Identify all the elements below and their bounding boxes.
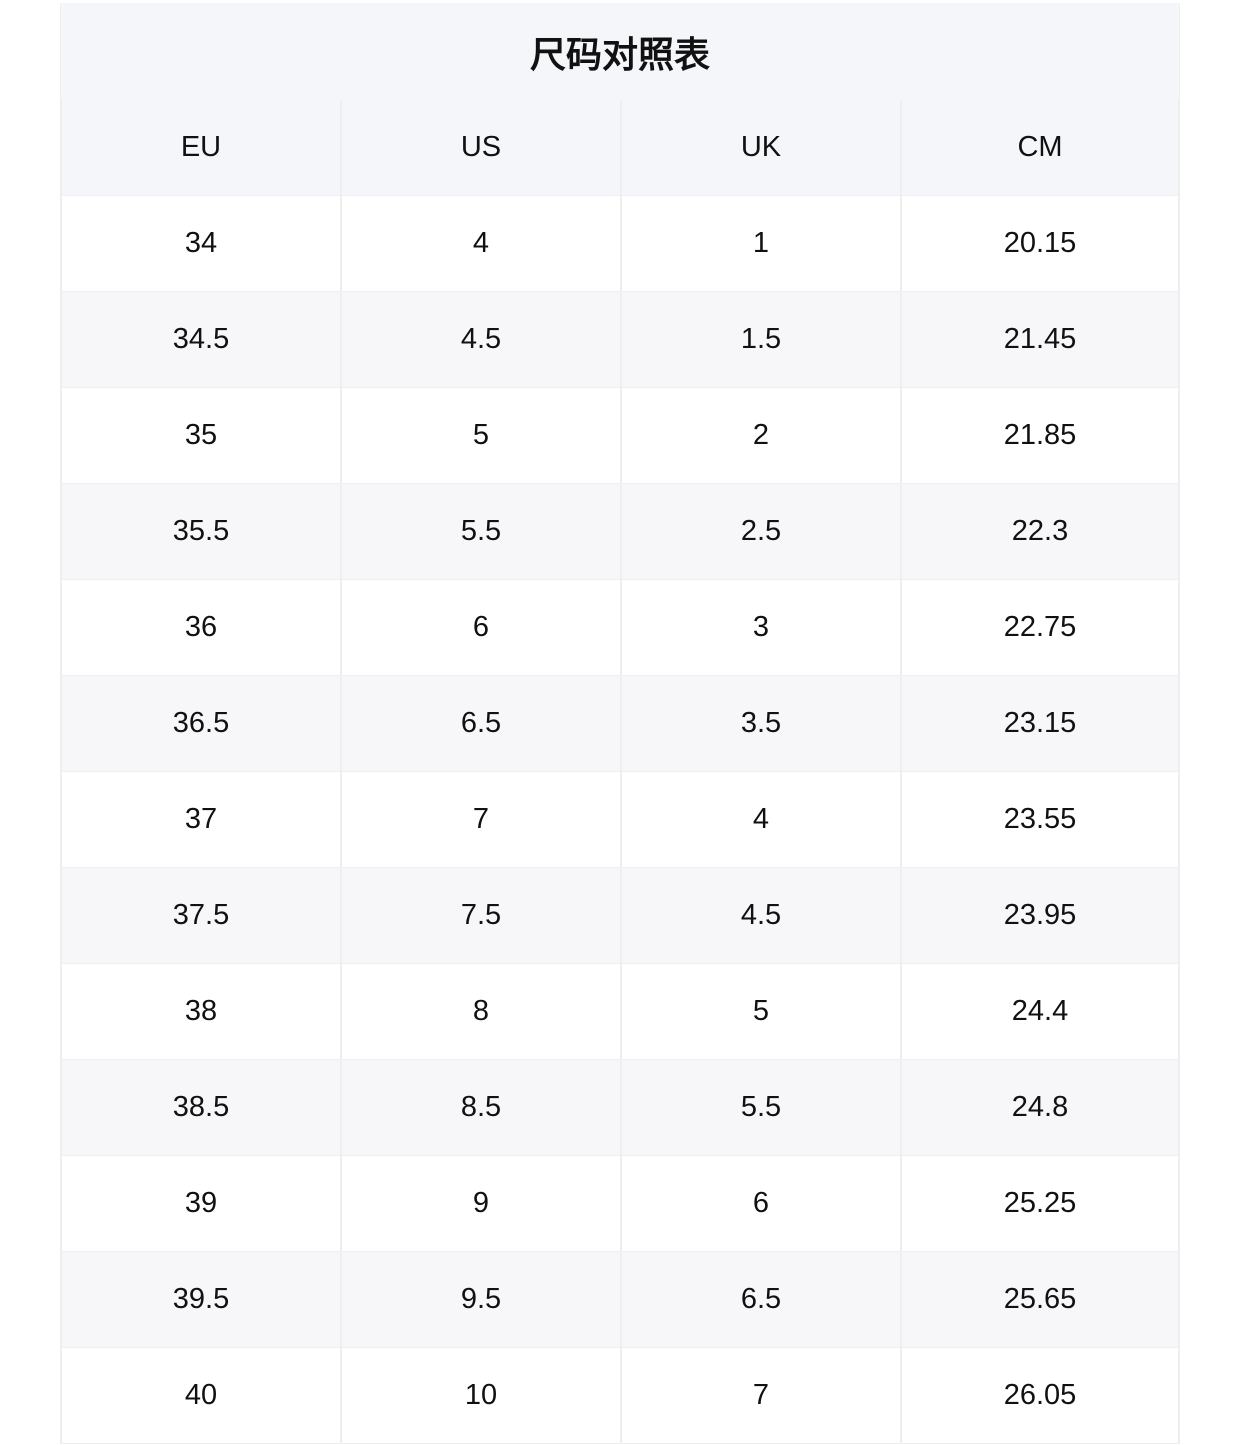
table-cell: 5.5 [620, 1060, 900, 1155]
table-cell: 25.25 [900, 1156, 1180, 1251]
table-cell: 37.5 [60, 868, 340, 963]
table-cell: 24.4 [900, 964, 1180, 1059]
table-row: 36 6 3 22.75 [60, 580, 1180, 676]
table-row: 39.5 9.5 6.5 25.65 [60, 1252, 1180, 1348]
table-cell: 5.5 [340, 484, 620, 579]
table-cell: 4.5 [340, 292, 620, 387]
table-cell: 26.05 [900, 1348, 1180, 1443]
table-row: 35 5 2 21.85 [60, 388, 1180, 484]
table-cell: 1.5 [620, 292, 900, 387]
table-row: 39 9 6 25.25 [60, 1156, 1180, 1252]
table-cell: 4 [340, 196, 620, 291]
header-cell: EU [60, 100, 340, 195]
table-title: 尺码对照表 [60, 3, 1180, 100]
table-cell: 3 [620, 580, 900, 675]
table-cell: 4 [620, 772, 900, 867]
table-cell: 38.5 [60, 1060, 340, 1155]
table-cell: 40 [60, 1348, 340, 1443]
table-row: 38 8 5 24.4 [60, 964, 1180, 1060]
header-cell: UK [620, 100, 900, 195]
table-cell: 36.5 [60, 676, 340, 771]
table-cell: 5 [340, 388, 620, 483]
table-cell: 38 [60, 964, 340, 1059]
table-cell: 8 [340, 964, 620, 1059]
table-cell: 8.5 [340, 1060, 620, 1155]
table-row: 34.5 4.5 1.5 21.45 [60, 292, 1180, 388]
table-cell: 4.5 [620, 868, 900, 963]
table-cell: 35 [60, 388, 340, 483]
table-cell: 2 [620, 388, 900, 483]
table-cell: 2.5 [620, 484, 900, 579]
table-row: 37.5 7.5 4.5 23.95 [60, 868, 1180, 964]
table-cell: 39 [60, 1156, 340, 1251]
table-cell: 7 [620, 1348, 900, 1443]
table-cell: 6.5 [620, 1252, 900, 1347]
table-cell: 25.65 [900, 1252, 1180, 1347]
table-cell: 1 [620, 196, 900, 291]
table-cell: 39.5 [60, 1252, 340, 1347]
table-cell: 23.95 [900, 868, 1180, 963]
table-body: 34 4 1 20.15 34.5 4.5 1.5 21.45 35 5 2 21.85 35.5 5.5… [60, 196, 1180, 1444]
table-cell: 35.5 [60, 484, 340, 579]
table-row: 37 7 4 23.55 [60, 772, 1180, 868]
table-cell: 36 [60, 580, 340, 675]
size-table: 尺码对照表 EU US UK CM 34 4 1 20.15 34.5 4.5 1.5 21.45 3… [60, 3, 1180, 1444]
table-cell: 20.15 [900, 196, 1180, 291]
table-cell: 7.5 [340, 868, 620, 963]
table-row: 36.5 6.5 3.5 23.15 [60, 676, 1180, 772]
table-cell: 34.5 [60, 292, 340, 387]
table-row: 34 4 1 20.15 [60, 196, 1180, 292]
table-cell: 21.45 [900, 292, 1180, 387]
table-row: 40 10 7 26.05 [60, 1348, 1180, 1444]
table-cell: 37 [60, 772, 340, 867]
table-cell: 7 [340, 772, 620, 867]
table-row: 35.5 5.5 2.5 22.3 [60, 484, 1180, 580]
table-cell: 6 [620, 1156, 900, 1251]
table-cell: 23.55 [900, 772, 1180, 867]
table-cell: 10 [340, 1348, 620, 1443]
table-cell: 24.8 [900, 1060, 1180, 1155]
table-cell: 6 [340, 580, 620, 675]
table-cell: 6.5 [340, 676, 620, 771]
table-row: 38.5 8.5 5.5 24.8 [60, 1060, 1180, 1156]
header-cell: US [340, 100, 620, 195]
table-cell: 34 [60, 196, 340, 291]
table-cell: 23.15 [900, 676, 1180, 771]
table-cell: 3.5 [620, 676, 900, 771]
table-cell: 9 [340, 1156, 620, 1251]
table-cell: 9.5 [340, 1252, 620, 1347]
header-cell: CM [900, 100, 1180, 195]
table-cell: 5 [620, 964, 900, 1059]
header-row: EU US UK CM [60, 100, 1180, 196]
table-cell: 21.85 [900, 388, 1180, 483]
table-cell: 22.3 [900, 484, 1180, 579]
table-cell: 22.75 [900, 580, 1180, 675]
